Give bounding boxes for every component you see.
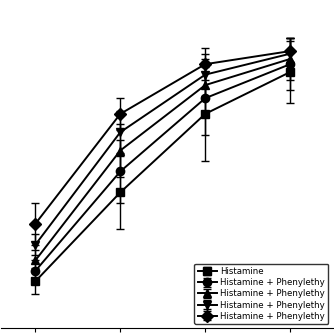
Legend: Histamine, Histamine + Phenylethy, Histamine + Phenylethy, Histamine + Phenyleth: Histamine, Histamine + Phenylethy, Hista… xyxy=(194,264,328,324)
